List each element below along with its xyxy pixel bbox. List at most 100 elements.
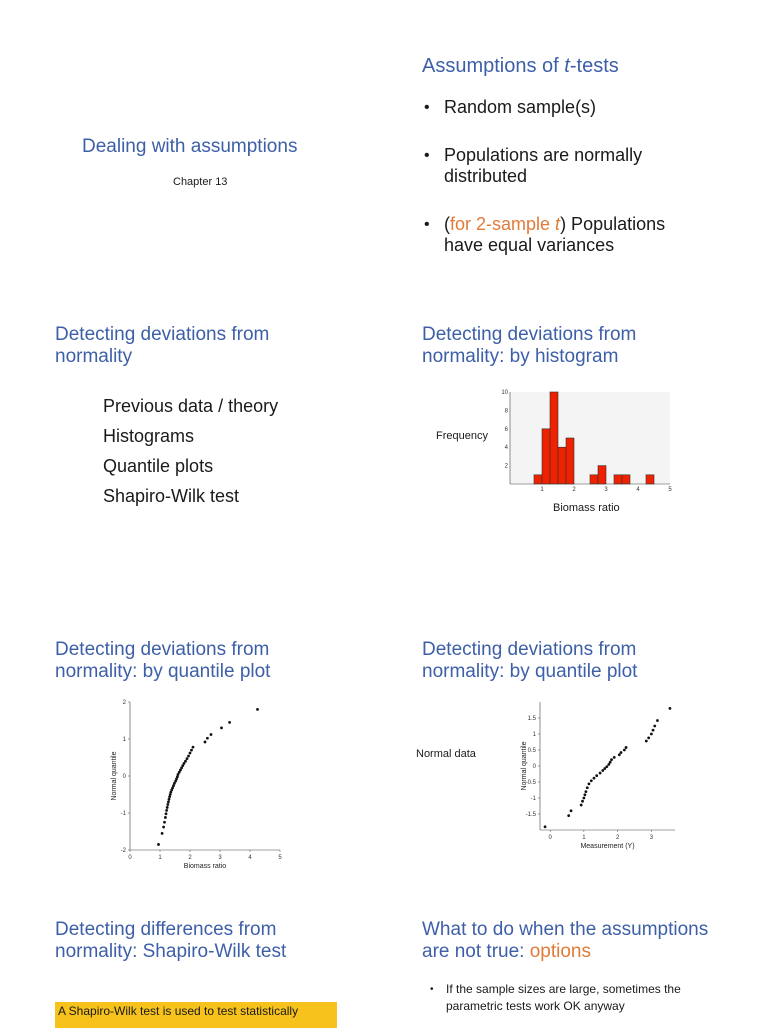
data-point xyxy=(256,708,259,711)
data-point xyxy=(203,740,207,744)
histogram-xlabel: Biomass ratio xyxy=(553,502,620,514)
data-point xyxy=(584,790,588,793)
y-tick-label: 1 xyxy=(123,737,127,743)
data-point xyxy=(168,795,171,799)
data-point xyxy=(587,782,591,786)
data-point xyxy=(176,775,179,779)
data-point xyxy=(180,766,183,770)
x-axis-title: Measurement (Y) xyxy=(580,843,634,850)
data-point xyxy=(165,806,169,809)
slide1-subtitle: Chapter 13 xyxy=(173,176,228,188)
bullet3-prefix: ( xyxy=(444,214,450,234)
data-point xyxy=(668,707,672,710)
data-point xyxy=(179,768,182,772)
x-tick-label: 0 xyxy=(548,835,552,841)
data-point xyxy=(220,726,223,730)
histogram-bar xyxy=(589,474,599,485)
data-point xyxy=(608,760,612,764)
x-tick-label: 2 xyxy=(616,835,620,841)
data-point xyxy=(160,831,164,835)
y-axis-title: Normal quantile xyxy=(111,751,118,800)
y-axis-title: Normal quantile xyxy=(521,741,528,790)
data-point xyxy=(607,763,611,766)
data-point xyxy=(605,765,609,769)
data-point xyxy=(171,786,174,790)
data-point xyxy=(579,803,583,807)
data-point xyxy=(603,767,607,770)
bullet-random-sample: Random sample(s) xyxy=(422,97,692,118)
bullet-normal-populations: Populations are normally distributed xyxy=(422,145,669,187)
data-point xyxy=(569,809,573,813)
data-point xyxy=(175,777,178,781)
data-point xyxy=(567,814,571,817)
data-point xyxy=(176,773,180,776)
data-point xyxy=(585,786,589,790)
x-tick-label: 4 xyxy=(636,487,640,493)
data-point xyxy=(656,719,659,722)
slide2-bullets: Random sample(s) Populations are normall… xyxy=(422,97,692,256)
bullet-equal-variances: (for 2-sample t) Populations have equal … xyxy=(422,214,689,256)
x-tick-label: 5 xyxy=(668,487,672,493)
x-tick-label: 3 xyxy=(650,835,654,841)
data-point xyxy=(581,799,584,803)
histogram-bar xyxy=(613,474,623,485)
slide4-title: Detecting deviations from normality: by … xyxy=(422,324,637,367)
x-tick-label: 3 xyxy=(218,855,222,861)
y-tick-label: -2 xyxy=(121,848,127,854)
y-tick-label: 1.5 xyxy=(528,716,537,722)
shapiro-wilk-highlight: A Shapiro-Wilk test is used to test stat… xyxy=(55,1002,337,1028)
x-tick-label: 1 xyxy=(158,855,162,861)
data-point xyxy=(649,732,653,736)
data-point xyxy=(589,779,593,783)
quantile-plot-normal: -1.5 -1 -0.5 0 0.5 1 1.5 0 1 2 3 Measurement (Y) Nor… xyxy=(521,702,675,850)
y-tick-label: 2 xyxy=(123,700,127,706)
x-tick-label: 0 xyxy=(128,855,132,861)
data-point xyxy=(617,753,621,757)
data-point xyxy=(228,720,231,724)
list-item: Quantile plots xyxy=(103,456,214,476)
data-point xyxy=(206,736,209,740)
data-point xyxy=(166,803,170,806)
data-point xyxy=(644,739,648,743)
data-point xyxy=(167,797,171,801)
y-tick-label: -1 xyxy=(531,796,537,802)
slide2-title-italic: t xyxy=(564,55,570,77)
normal-data-label: Normal data xyxy=(416,748,476,760)
data-point xyxy=(163,820,166,824)
data-point xyxy=(168,793,172,796)
data-point xyxy=(624,746,628,749)
y-tick-label: 4 xyxy=(505,445,509,451)
histogram-bar xyxy=(533,474,543,485)
histogram-bar xyxy=(541,428,551,485)
y-tick-label: 0 xyxy=(533,764,537,770)
data-point xyxy=(169,790,173,794)
data-point xyxy=(187,754,190,758)
y-tick-label: -1 xyxy=(121,811,127,817)
data-point xyxy=(157,843,160,846)
bullet3-suffix: ) Populations have equal variances xyxy=(444,214,666,255)
data-point xyxy=(181,764,185,768)
y-tick-label: 10 xyxy=(501,390,508,396)
slide5-title: Detecting deviations from normality: by … xyxy=(55,639,271,682)
data-point xyxy=(651,728,655,732)
y-tick-label: -0.5 xyxy=(526,780,537,786)
y-tick-label: -1.5 xyxy=(526,812,537,818)
y-tick-label: 1 xyxy=(533,732,537,738)
data-point xyxy=(173,782,176,785)
note-item: If the sample sizes are large, sometimes… xyxy=(428,981,718,1015)
data-point xyxy=(582,796,586,800)
data-point xyxy=(191,745,195,749)
data-point xyxy=(610,758,613,761)
x-axis-title: Biomass ratio xyxy=(184,863,227,870)
data-point xyxy=(170,788,174,792)
data-point xyxy=(177,770,181,774)
histogram-bar xyxy=(597,465,607,485)
bullet3-accent: for 2-sample t xyxy=(450,214,560,234)
data-point xyxy=(167,800,170,804)
y-tick-label: 0 xyxy=(123,774,127,780)
x-tick-label: 5 xyxy=(278,855,282,861)
list-item: Previous data / theory xyxy=(103,396,279,416)
list-item: Shapiro-Wilk test xyxy=(103,486,240,506)
list-item: Histograms xyxy=(103,426,195,446)
data-point xyxy=(185,757,189,761)
